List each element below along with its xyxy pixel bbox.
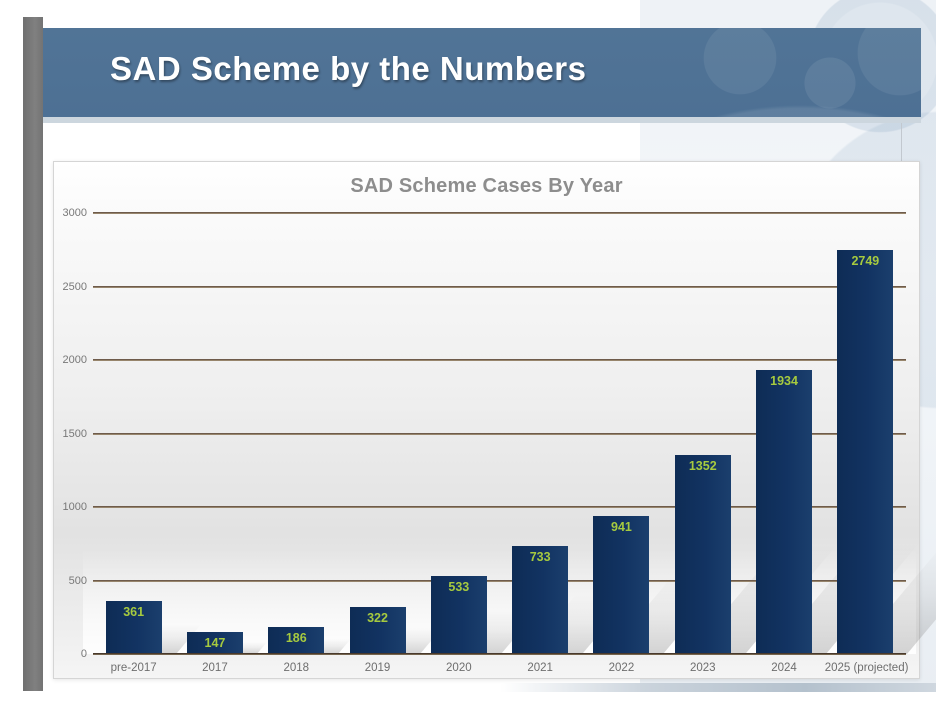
chart-panel: SAD Scheme Cases By Year 0 500 1000 1500 200… [53, 161, 936, 679]
x-axis-label: 2023 [689, 662, 716, 674]
plot-area: 0 500 1000 1500 2000 2500 3000 361 147 186 322 533 7… [63, 207, 936, 674]
gridline [93, 506, 906, 508]
x-axis-line [93, 653, 906, 655]
bar: 1352 [674, 455, 731, 654]
background-ornament-line [901, 121, 902, 163]
header-band: SAD Scheme by the Numbers [40, 28, 921, 123]
bar: 1934 [756, 369, 813, 654]
y-axis-label: 2500 [62, 280, 87, 293]
bar-value-label: 147 [204, 636, 226, 651]
gridline [93, 212, 906, 214]
x-axis-label: 2020 [446, 662, 472, 674]
bar: 322 [349, 606, 406, 654]
background-ornament-bottom-band [500, 683, 936, 692]
bar-value-label: 322 [367, 610, 388, 625]
x-axis-label: 2018 [283, 662, 310, 674]
y-axis-label: 1500 [62, 427, 87, 440]
bar-value-label: 1352 [688, 459, 717, 474]
bar-value-label: 186 [285, 630, 307, 645]
x-axis-label: 2024 [771, 662, 797, 674]
bar: 533 [430, 575, 487, 654]
page-title: SAD Scheme by the Numbers [110, 50, 587, 87]
left-accent-bar [23, 17, 43, 691]
bar: 941 [593, 515, 650, 654]
x-axis-label: pre-2017 [110, 662, 157, 674]
bar: 733 [512, 546, 569, 654]
y-axis-label: 500 [68, 574, 87, 587]
gridline [93, 579, 906, 582]
x-axis-label: 2022 [608, 662, 635, 674]
y-axis-label: 0 [80, 648, 87, 660]
x-axis-label: 2025 (projected) [824, 662, 909, 674]
x-axis-label: 2017 [202, 662, 228, 674]
gridline [93, 285, 906, 288]
bar-value-label: 1934 [770, 373, 798, 388]
bar: 147 [186, 632, 243, 654]
x-axis-label: 2019 [364, 662, 391, 674]
bar-value-label: 533 [448, 579, 470, 594]
y-axis-label: 3000 [62, 207, 87, 219]
gridline [93, 359, 906, 361]
bar-value-label: 941 [611, 519, 632, 534]
bar: 186 [268, 626, 325, 654]
bar: 2749 [837, 249, 894, 654]
x-axis-label: 2021 [527, 662, 553, 674]
y-axis-label: 2000 [62, 354, 87, 366]
bar: 361 [105, 600, 162, 654]
bar-value-label: 733 [529, 550, 551, 565]
y-axis-label: 1000 [62, 501, 87, 513]
bar-value-label: 361 [123, 604, 145, 619]
chart-title: SAD Scheme Cases By Year [350, 175, 623, 197]
gridline [93, 432, 906, 435]
bar-value-label: 2749 [851, 253, 880, 268]
